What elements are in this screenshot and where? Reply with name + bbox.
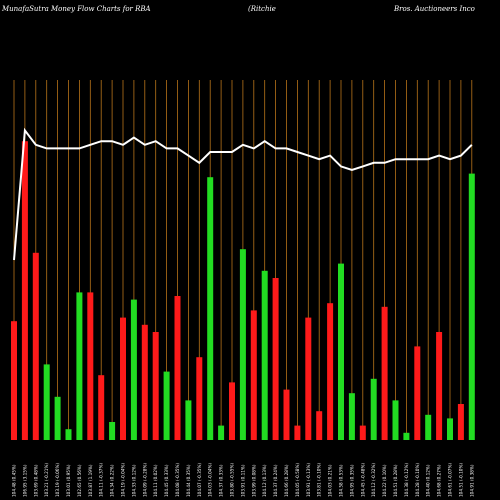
x-tick-label: 104.44 (0.35%) bbox=[186, 464, 191, 497]
bar bbox=[261, 270, 268, 440]
chart-title-left: MunafaSutra Money Flow Charts for RBA bbox=[1, 5, 151, 13]
bar bbox=[305, 317, 312, 440]
x-tick-label: 104.07 (-0.35%) bbox=[197, 463, 202, 497]
x-tick-label: 104.91 (0.38%) bbox=[469, 464, 474, 497]
x-tick-label: 103.81 (-0.10%) bbox=[317, 463, 322, 497]
x-tick-label: 102.65 (0.56%) bbox=[77, 464, 82, 497]
bar bbox=[174, 296, 181, 440]
x-tick-label: 103.69 (0.48%) bbox=[33, 464, 38, 497]
x-tick-label: 104.09 (-0.28%) bbox=[142, 463, 147, 497]
x-tick-label: 104.19 (-0.04%) bbox=[121, 463, 126, 497]
bar bbox=[370, 378, 377, 440]
bar bbox=[316, 411, 323, 440]
bar bbox=[338, 263, 344, 440]
x-tick-label: 104.08 (-0.35%) bbox=[175, 463, 180, 497]
bar bbox=[76, 292, 83, 440]
bar bbox=[196, 357, 203, 440]
bar bbox=[468, 173, 475, 440]
money-flow-line bbox=[13, 127, 473, 261]
x-tick-label: 104.22 (0.10%) bbox=[382, 464, 387, 497]
bar bbox=[130, 299, 137, 440]
bar-series bbox=[11, 141, 475, 440]
x-tick-label: 104.03 (-0.04%) bbox=[208, 463, 213, 497]
bar bbox=[54, 396, 61, 440]
x-tick-label: 104.38 (-0.12%) bbox=[404, 463, 409, 497]
x-tick-label: 104.12 (0.13%) bbox=[262, 464, 267, 497]
x-tick-label: 104.40 (0.12%) bbox=[426, 464, 431, 497]
x-tick-label: 104.68 (0.27%) bbox=[437, 464, 442, 497]
x-tick-label: 104.03 (0.21%) bbox=[328, 464, 333, 497]
bar bbox=[65, 429, 72, 440]
bar bbox=[414, 346, 421, 440]
x-tick-label: 104.33 (0.12%) bbox=[131, 464, 136, 497]
x-tick-label: 104.28 (-0.10%) bbox=[415, 463, 420, 497]
chart-title-middle: (Ritchie bbox=[248, 5, 276, 13]
bar bbox=[327, 303, 334, 440]
x-tick-label: 104.45 (0.33%) bbox=[164, 464, 169, 497]
bar bbox=[348, 393, 355, 440]
bar bbox=[272, 278, 279, 440]
chart-title-right: Bros. Auctioneers Inco bbox=[393, 5, 475, 13]
x-tick-label: 104.95 (0.35%) bbox=[349, 464, 354, 497]
bar bbox=[457, 404, 464, 440]
bar bbox=[43, 364, 50, 440]
x-tick-label: 103.21 (-0.21%) bbox=[44, 463, 49, 497]
x-tick-label: 104.05 (-0.58%) bbox=[295, 463, 300, 497]
bar bbox=[141, 324, 148, 440]
bar bbox=[425, 414, 432, 440]
x-tick-label: 103.80 (-0.55%) bbox=[230, 463, 235, 497]
bar bbox=[239, 249, 246, 440]
bar bbox=[98, 375, 105, 440]
x-tick-label: 104.51 (0.28%) bbox=[393, 464, 398, 497]
bar bbox=[207, 177, 214, 440]
x-tick-label: 104.12 (-0.32%) bbox=[371, 463, 376, 497]
bar bbox=[359, 425, 366, 440]
bar bbox=[32, 252, 39, 440]
x-tick-label: 104.48 (0.45%) bbox=[12, 464, 17, 497]
x-tick-label: 104.34 (0.22%) bbox=[110, 464, 115, 497]
bar bbox=[21, 141, 28, 440]
x-tick-label: 104.11 (0.02%) bbox=[153, 464, 158, 497]
bar bbox=[87, 292, 94, 440]
x-tick-label: 103.01 (0.95%) bbox=[66, 464, 71, 497]
x-tick-label: 103.19 (-0.06%) bbox=[55, 463, 60, 497]
bar bbox=[403, 432, 410, 440]
bar bbox=[392, 400, 399, 440]
bar bbox=[283, 389, 290, 440]
x-tick-label: 104.61 (-0.07%) bbox=[448, 463, 453, 497]
x-tick-label: 104.37 (0.24%) bbox=[273, 464, 278, 497]
x-tick-label: 104.45 (-0.48%) bbox=[360, 463, 365, 497]
x-tick-labels: 104.48 (0.45%) 106.95 (3.15%) 103.69 (0.48… bbox=[12, 463, 475, 497]
x-tick-label: 103.91 (-0.13%) bbox=[306, 463, 311, 497]
bar bbox=[152, 332, 159, 440]
x-tick-label: 103.87 (1.19%) bbox=[88, 464, 93, 497]
bar bbox=[229, 382, 235, 440]
bar bbox=[381, 306, 388, 440]
x-tick-label: 104.11 (-0.37%) bbox=[99, 463, 104, 497]
bar bbox=[11, 321, 17, 440]
bar bbox=[120, 317, 126, 440]
x-tick-label: 103.91 (0.11%) bbox=[240, 464, 245, 497]
bar bbox=[436, 332, 443, 440]
x-tick-label: 103.99 (0.08%) bbox=[251, 464, 256, 497]
bar bbox=[185, 400, 192, 440]
x-tick-label: 104.37 (0.33%) bbox=[219, 464, 224, 497]
bar bbox=[250, 310, 257, 440]
bar bbox=[294, 425, 301, 440]
bar bbox=[163, 371, 170, 440]
x-tick-label: 106.95 (3.15%) bbox=[22, 464, 27, 497]
bar bbox=[447, 418, 453, 440]
bar bbox=[218, 425, 225, 440]
x-tick-label: 104.66 (0.28%) bbox=[284, 464, 289, 497]
x-tick-label: 104.58 (0.53%) bbox=[339, 464, 344, 497]
x-tick-label: 104.51 (-0.10%) bbox=[458, 463, 463, 497]
bar bbox=[109, 422, 116, 440]
